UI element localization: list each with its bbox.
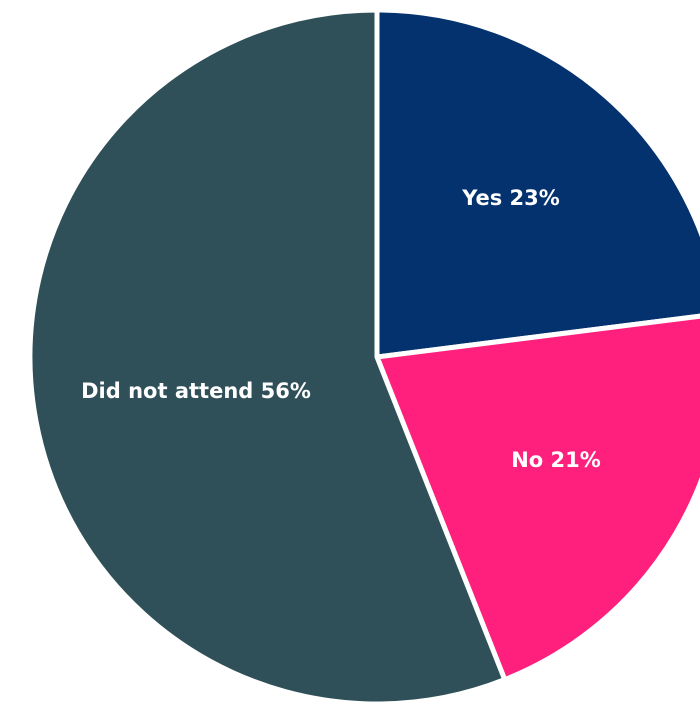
slice-label-did-not-attend: Did not attend 56%: [81, 379, 311, 403]
pie-slice-yes: [374, 7, 700, 360]
pie-slice-no: [374, 313, 700, 683]
slice-label-no: No 21%: [511, 448, 601, 472]
pie-labels: Yes 23% No 21% Did not attend 56%: [81, 186, 601, 472]
pie-slice-did-not-attend: [27, 7, 508, 707]
pie-slices: [27, 7, 700, 707]
slice-label-yes: Yes 23%: [461, 186, 560, 210]
